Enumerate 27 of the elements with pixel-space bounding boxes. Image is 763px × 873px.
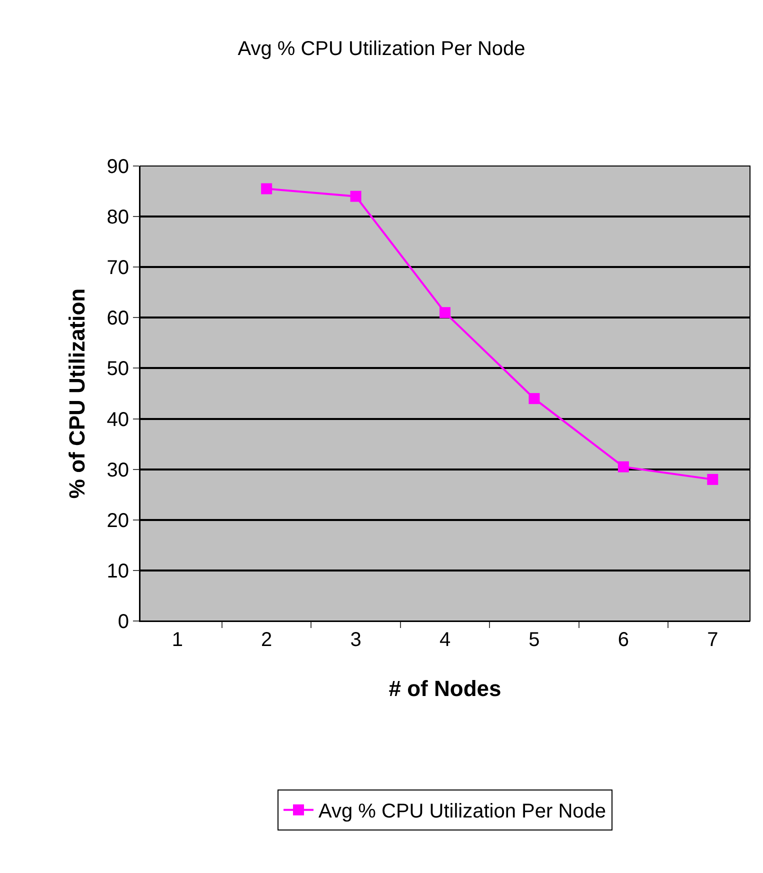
y-tick-label: 30 [106, 459, 129, 482]
y-axis-title: % of CPU Utilization [64, 288, 90, 499]
x-tick-label: 6 [618, 629, 629, 651]
x-tick-label: 1 [172, 629, 183, 651]
y-tick-label: 90 [106, 156, 129, 178]
x-axis-title: # of Nodes [388, 676, 502, 701]
x-tick-label: 4 [439, 629, 451, 651]
point [350, 190, 362, 202]
point [618, 461, 629, 472]
y-tick-label: 10 [106, 560, 129, 582]
point [440, 307, 450, 318]
y-tick-label: 20 [106, 510, 129, 532]
legend-label: Avg % CPU Utilization Per Node [318, 800, 606, 823]
x-tick-label: 7 [707, 629, 718, 651]
point [528, 393, 540, 404]
y-tick-label: 0 [118, 611, 129, 633]
x-tick-label: 3 [350, 629, 362, 651]
point [261, 183, 272, 194]
y-tick-label: 80 [106, 206, 129, 229]
chart-title: Avg % CPU Utilization Per Node [238, 38, 526, 60]
point [707, 474, 718, 485]
y-tick-label: 40 [106, 408, 129, 431]
y-tick-label: 60 [106, 308, 129, 330]
y-tick-label: 50 [106, 358, 129, 380]
x-tick-label: 5 [528, 629, 540, 651]
x-tick-label: 2 [261, 629, 272, 651]
y-tick-label: 70 [106, 257, 129, 280]
